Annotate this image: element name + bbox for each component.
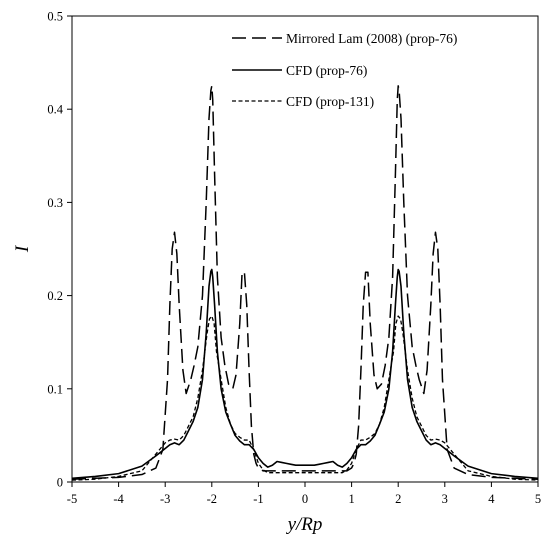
x-tick-label: -2 xyxy=(207,492,217,506)
x-tick-label: 0 xyxy=(302,492,308,506)
x-tick-label: 2 xyxy=(395,492,401,506)
series-line-2 xyxy=(71,268,539,480)
y-tick-label: 0.3 xyxy=(47,196,63,210)
x-tick-label: 4 xyxy=(488,492,495,506)
legend-label-2: CFD (prop-76) xyxy=(286,63,367,78)
axis-ticks: -5 -4 -3 -2 -1 0 1 2 3 4 5 0 0.1 0.2 0.3 0.4 0.5 xyxy=(47,10,541,507)
y-tick-label: 0.1 xyxy=(47,382,63,396)
x-axis-label: y/Rp xyxy=(286,514,323,535)
legend-label-1: Mirrored Lam (2008) (prop-76) xyxy=(286,31,457,46)
y-tick-label: 0.4 xyxy=(47,103,63,117)
data-series xyxy=(71,85,539,481)
series-line-3 xyxy=(71,315,539,481)
y-tick-label: 0.5 xyxy=(47,10,63,24)
x-tick-label: -5 xyxy=(67,492,77,506)
x-tick-label: 5 xyxy=(535,492,541,506)
x-tick-label: 1 xyxy=(348,492,354,506)
plot-axes xyxy=(71,15,539,483)
x-tick-label: -4 xyxy=(113,492,124,506)
x-tick-label: -3 xyxy=(160,492,170,506)
series-line-1 xyxy=(71,85,539,480)
x-tick-label: 3 xyxy=(442,492,448,506)
legend-label-3: CFD (prop-131) xyxy=(286,94,374,109)
x-tick-label: -1 xyxy=(253,492,263,506)
y-tick-label: 0.2 xyxy=(47,289,63,303)
plot-frame xyxy=(71,15,539,483)
y-tick-label: 0 xyxy=(57,476,63,490)
y-axis-label: I xyxy=(12,244,33,253)
legend: Mirrored Lam (2008) (prop-76) CFD (prop-7… xyxy=(232,31,457,109)
